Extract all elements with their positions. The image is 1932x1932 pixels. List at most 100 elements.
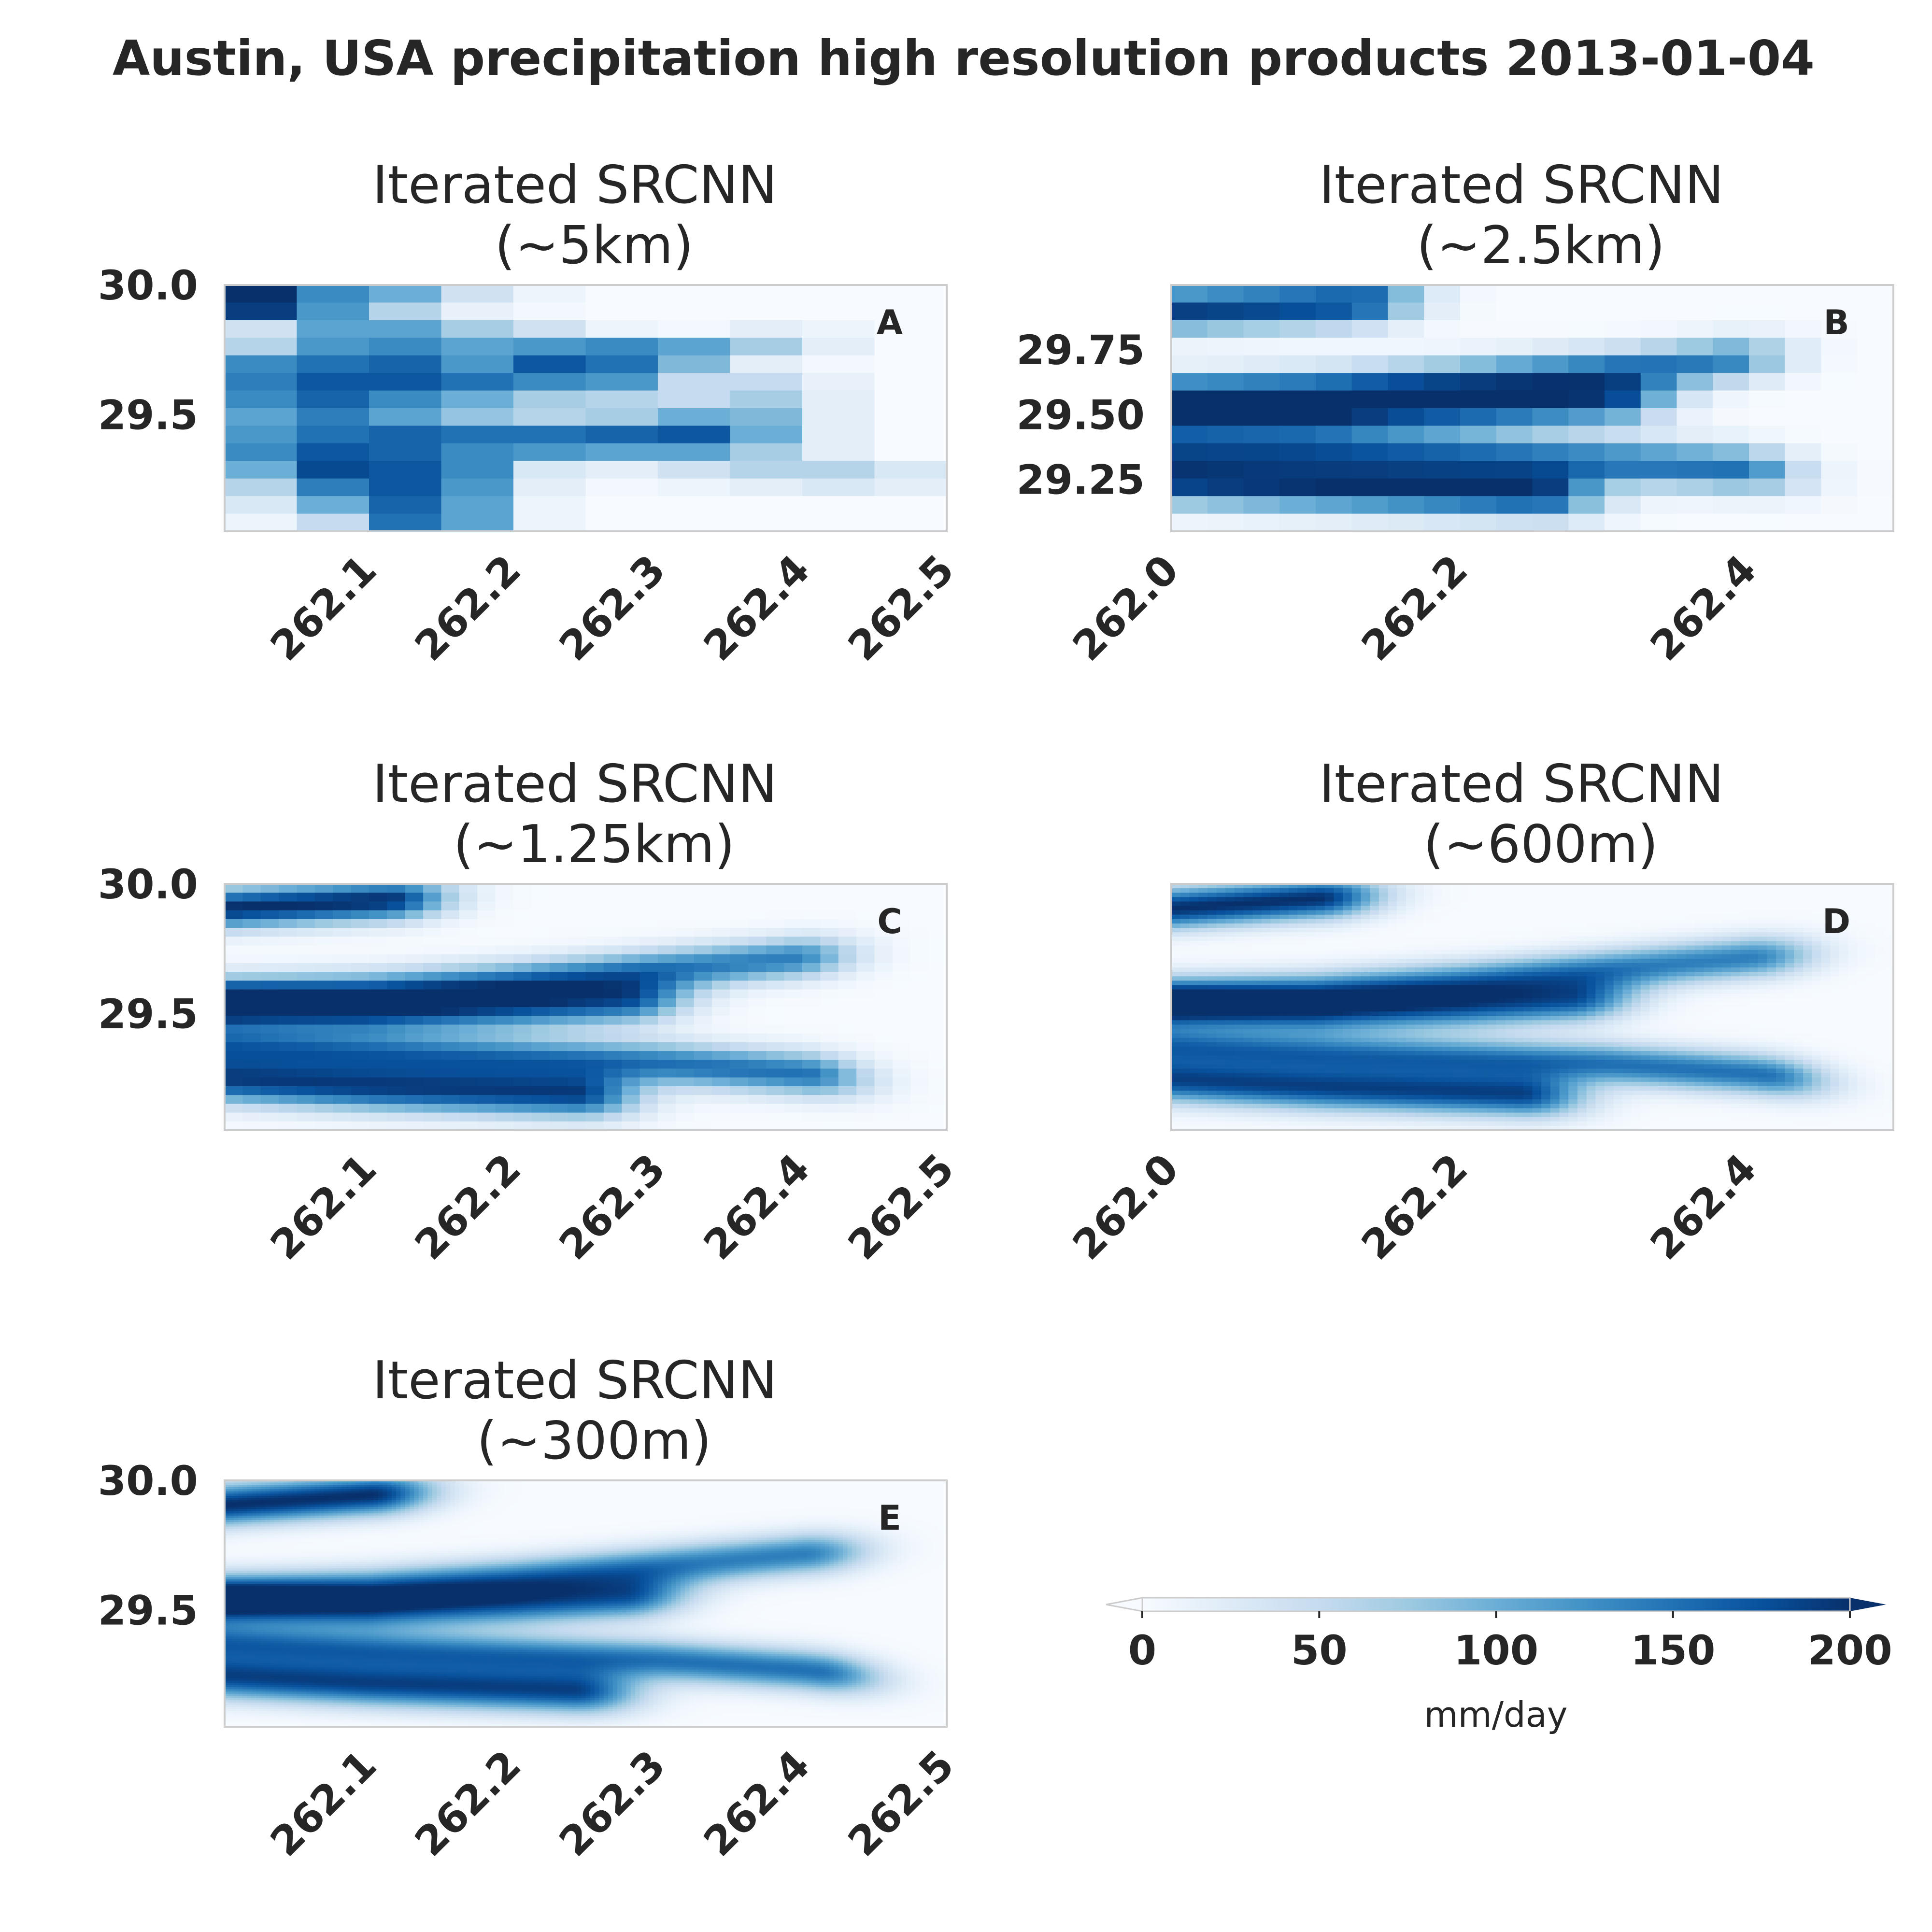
heatmap-cell [622,1033,640,1043]
heatmap-cell [1559,950,1569,955]
heatmap-cell [423,1024,442,1034]
heatmap-cell [1243,496,1280,514]
heatmap-cell [1252,941,1262,946]
heatmap-cell [1812,1055,1822,1061]
heatmap-cell [1713,1060,1722,1065]
heatmap-cell [279,1086,298,1095]
heatmap-cell [1514,945,1524,951]
heatmap-cell [603,910,623,920]
heatmap-cell [423,893,442,902]
heatmap-cell [1523,998,1533,1003]
heatmap-cell [1433,958,1443,964]
heatmap-cell [1234,914,1244,920]
heatmap-cell [242,1033,261,1043]
heatmap-cell [1875,963,1885,968]
heatmap-cell [1234,998,1244,1003]
heatmap-cell [1749,1051,1759,1056]
heatmap-cell [1487,1060,1497,1065]
heatmap-cell [1189,963,1199,968]
heatmap-cell [1613,897,1623,902]
heatmap-cell [1857,906,1867,911]
heatmap-cell [784,937,803,946]
heatmap-cell [1324,967,1335,972]
heatmap-cell [314,972,334,981]
heatmap-cell [1857,1042,1867,1047]
heatmap-cell [1605,1068,1614,1074]
heatmap-cell [1252,897,1262,902]
heatmap-cell [1857,893,1867,898]
heatmap-cell [1676,390,1714,409]
heatmap-cell [1270,954,1280,959]
heatmap-cell [369,901,388,911]
heatmap-cell [1225,1042,1235,1047]
heatmap-cell [1324,906,1335,911]
heatmap-cell [820,998,839,1008]
heatmap-cell [1622,972,1632,977]
heatmap-cell [1676,901,1686,907]
heatmap-cell [1225,910,1235,915]
heatmap-cell [1649,976,1659,981]
heatmap-cell [1694,1055,1705,1061]
heatmap-cell [1496,937,1506,942]
heatmap-cell [1676,1016,1686,1021]
heatmap-cell [1279,355,1316,373]
heatmap-cell [1316,426,1352,444]
heatmap-cell [1297,1046,1307,1051]
heatmap-cell [1397,919,1406,924]
heatmap-cell [1541,1046,1551,1051]
heatmap-cell [1884,998,1894,1003]
heatmap-cell [1216,1068,1226,1074]
heatmap-cell [1343,980,1352,986]
heatmap-cell [1523,906,1533,911]
heatmap-cell [1415,928,1425,933]
heatmap-cell [441,1068,460,1078]
heatmap-cell [225,1051,243,1061]
heatmap-cell [1307,1051,1316,1056]
heatmap-cell [1550,1055,1560,1061]
heatmap-cell [1207,1046,1217,1051]
heatmap-cell [441,1095,460,1105]
heatmap-cell [892,989,911,999]
heatmap-cell [1667,985,1677,990]
heatmap-cell [658,972,677,981]
heatmap-cell [279,1095,298,1105]
heatmap-cell [568,928,586,938]
heatmap-cell [1605,285,1641,303]
heatmap-cell [1316,1037,1325,1043]
heatmap-cell [1370,1033,1379,1038]
heatmap-cell [1649,1055,1659,1061]
heatmap-cell [441,980,460,990]
heatmap-cell [1559,884,1569,889]
heatmap-cell [1279,998,1289,1003]
heatmap-cell [1234,1037,1244,1043]
heatmap-cell [1198,985,1208,990]
heatmap-cell [1577,1042,1587,1047]
heatmap-cell [1478,888,1488,894]
heatmap-cell [1694,985,1705,990]
heatmap-cell [622,1051,640,1061]
heatmap-cell [1857,963,1867,968]
heatmap-cell [1378,1029,1389,1034]
heatmap-cell [260,954,279,964]
heatmap-cell [1424,937,1434,942]
heatmap-cell [1676,884,1686,889]
heatmap-cell [1586,1051,1596,1056]
heatmap-cell [1676,937,1686,942]
heatmap-cell [1586,1060,1596,1065]
heatmap-cell [1307,1055,1316,1061]
heatmap-cell [1686,919,1695,924]
heatmap-cell [1460,1068,1470,1074]
heatmap-cell [1424,928,1434,933]
heatmap-cell [1288,941,1298,946]
heatmap-cell [1378,1011,1389,1017]
panel-a-title-line2: (~5km) [495,215,693,276]
heatmap-cell [1496,320,1533,339]
heatmap-cell [405,963,424,972]
heatmap-cell [1830,1011,1840,1017]
heatmap-cell [351,1007,369,1017]
heatmap-cell [1189,1037,1199,1043]
heatmap-cell [1388,1007,1397,1012]
heatmap-cell [1821,285,1858,303]
heatmap-cell [1415,1020,1425,1025]
heatmap-cell [242,884,261,894]
